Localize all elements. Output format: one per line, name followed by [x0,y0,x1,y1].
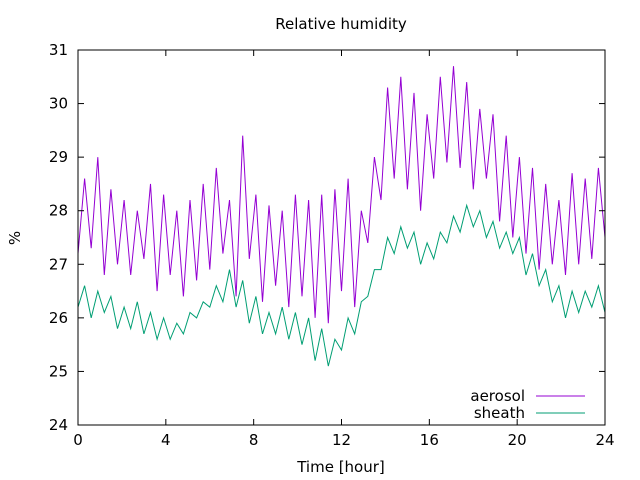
y-tick-label: 31 [49,41,68,59]
plot-frame [77,49,606,426]
series-layer [77,66,606,367]
x-tick-label: 20 [508,431,527,449]
x-tick-label: 24 [595,431,614,449]
x-tick-label: 4 [161,431,171,449]
legend-label-sheath: sheath [474,404,525,422]
y-tick-label: 26 [49,309,68,327]
x-tick-label: 12 [332,431,351,449]
y-tick-label: 25 [49,362,68,380]
y-tick-label: 29 [49,148,68,166]
x-tick-label: 8 [249,431,259,449]
series-line-aerosol [77,66,606,324]
series-line-sheath [77,203,606,367]
x-axis: 0 4 8 12 16 20 24 [73,50,615,449]
chart-title: Relative humidity [275,15,407,33]
y-tick-label: 27 [49,255,68,273]
y-axis: 24 25 26 27 28 29 30 31 [49,41,605,434]
y-axis-label: % [6,231,24,245]
x-axis-label: Time [hour] [296,458,385,476]
y-tick-label: 24 [49,416,68,434]
y-tick-label: 28 [49,202,68,220]
x-tick-label: 0 [73,431,83,449]
legend-label-aerosol: aerosol [470,387,525,405]
y-tick-label: 30 [49,95,68,113]
x-tick-label: 16 [420,431,439,449]
